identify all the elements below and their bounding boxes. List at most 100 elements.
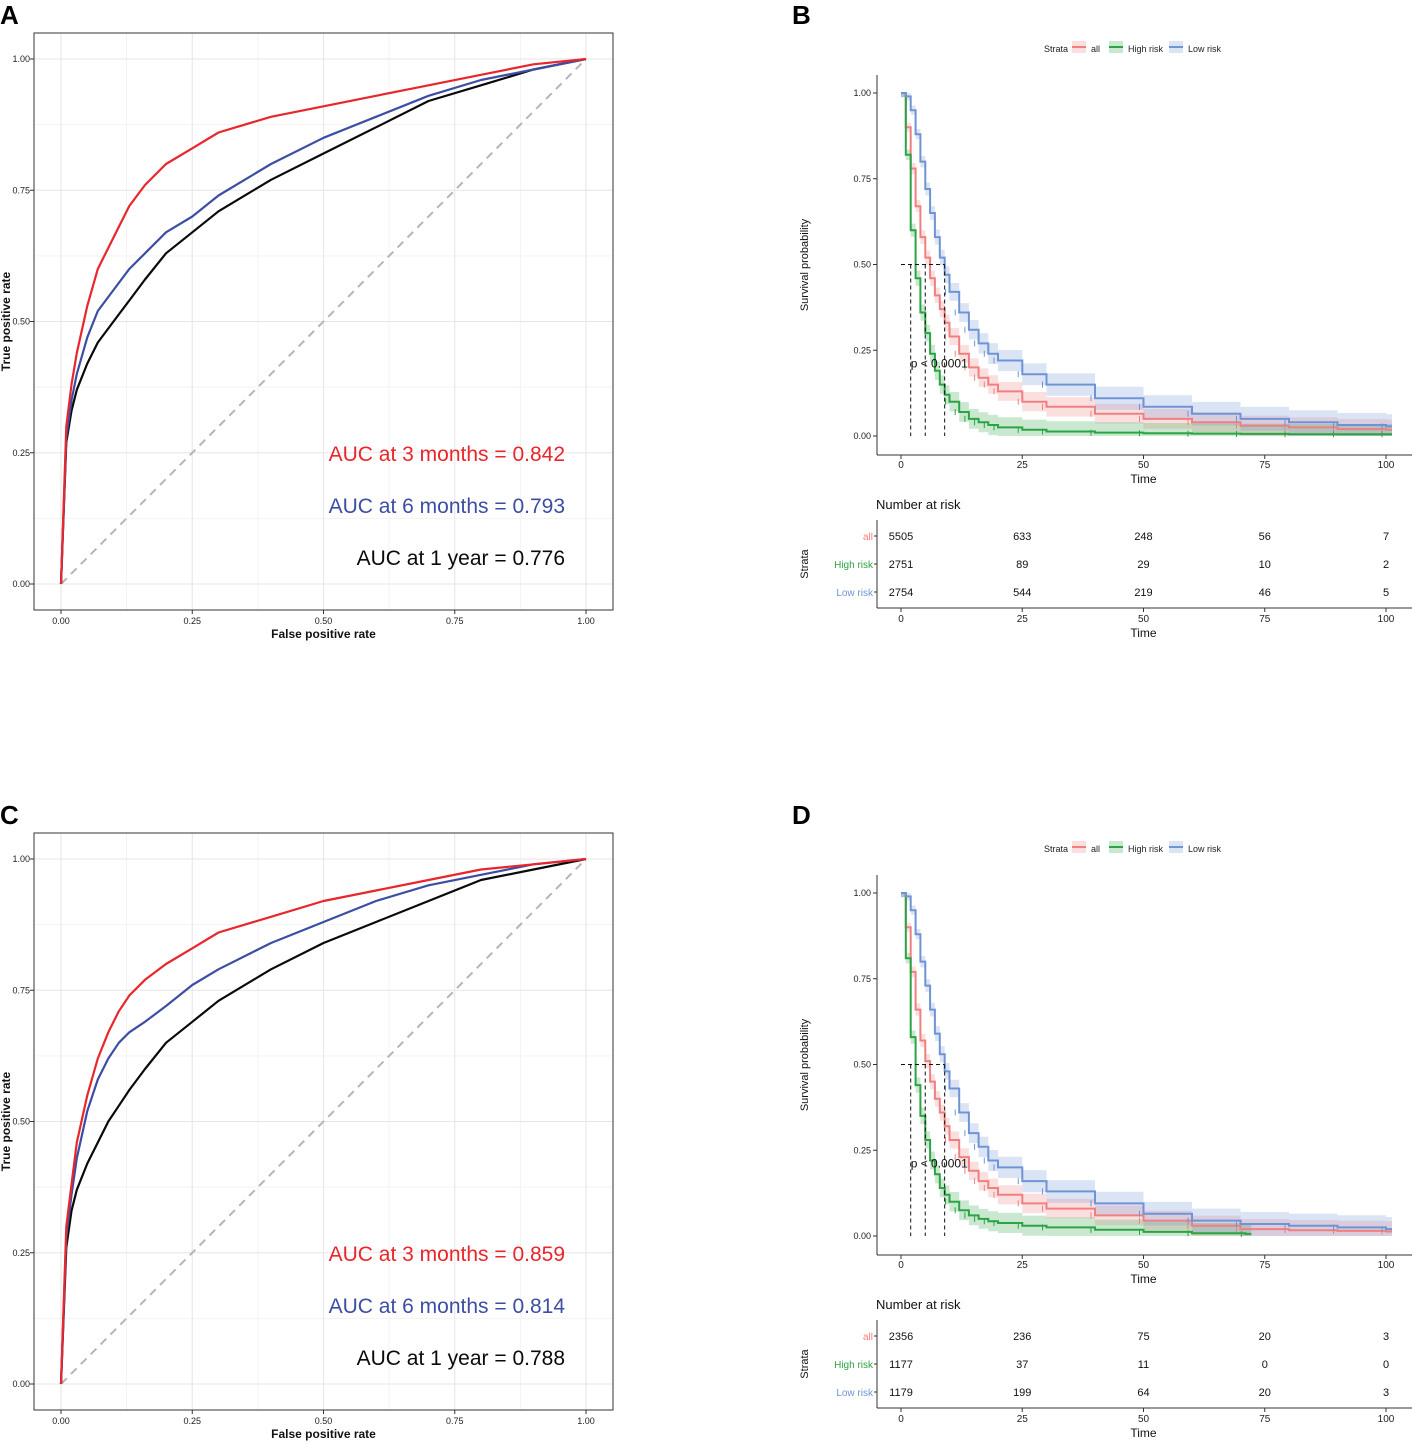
risk-count: 1179 bbox=[889, 1387, 913, 1399]
risk-count: 2754 bbox=[889, 587, 913, 599]
y-tick-label: 0.75 bbox=[853, 174, 871, 184]
risk-count: 7 bbox=[1383, 531, 1389, 543]
y-tick-label: 0.25 bbox=[853, 1145, 871, 1155]
panel-letter-b: B bbox=[792, 0, 811, 30]
y-tick-label: 1.00 bbox=[853, 88, 871, 98]
y-tick-label: 1.00 bbox=[12, 54, 30, 64]
legend-label: High risk bbox=[1128, 44, 1164, 54]
roc-curve-2 bbox=[59, 57, 587, 585]
x-tick-label: 75 bbox=[1259, 460, 1271, 471]
panel-d: D Strata all High risk Low risk 0 25 50 75 100 0.… bbox=[780, 800, 1412, 1442]
x-tick-label: 25 bbox=[1017, 1260, 1029, 1271]
risk-count: 3 bbox=[1383, 1387, 1389, 1399]
x-tick-label: 0.25 bbox=[183, 616, 201, 626]
risk-row-label: High risk bbox=[834, 1360, 874, 1371]
risk-count: 46 bbox=[1259, 587, 1271, 599]
legend-title: Strata bbox=[1044, 844, 1068, 854]
risk-count: 29 bbox=[1137, 559, 1149, 571]
x-axis-label: False positive rate bbox=[271, 1427, 376, 1441]
diagonal-reference-line bbox=[60, 58, 587, 585]
x-tick-label: 50 bbox=[1138, 1260, 1150, 1271]
y-tick-label: 1.00 bbox=[853, 888, 871, 898]
survival-curve-low-risk bbox=[901, 92, 1392, 428]
x-tick-label: 50 bbox=[1138, 460, 1150, 471]
auc-label: AUC at 6 months = 0.793 bbox=[329, 495, 565, 518]
survival-curve-high-risk bbox=[901, 92, 1392, 436]
x-axis-label: Time bbox=[1130, 1272, 1157, 1286]
y-tick-label: 0.75 bbox=[853, 974, 871, 984]
risk-row-label: Low risk bbox=[836, 1388, 874, 1399]
risk-x-tick-label: 50 bbox=[1138, 614, 1150, 625]
x-tick-label: 0.75 bbox=[446, 1416, 464, 1426]
legend-label: all bbox=[1091, 44, 1100, 54]
risk-count: 56 bbox=[1259, 531, 1271, 543]
risk-count: 37 bbox=[1016, 1359, 1028, 1371]
roc-curve-1 bbox=[59, 857, 587, 1385]
risk-count: 89 bbox=[1016, 559, 1028, 571]
y-tick-label: 0.50 bbox=[853, 1060, 871, 1070]
y-tick-label: 1.00 bbox=[12, 854, 30, 864]
risk-count: 248 bbox=[1134, 531, 1152, 543]
y-tick-label: 0.75 bbox=[12, 185, 30, 195]
risk-y-axis-label: Strata bbox=[799, 1348, 811, 1378]
y-tick-label: 0.50 bbox=[12, 1117, 30, 1127]
risk-count: 5 bbox=[1383, 587, 1389, 599]
risk-count: 75 bbox=[1137, 1331, 1149, 1343]
risk-row-label: all bbox=[863, 532, 873, 543]
x-tick-label: 100 bbox=[1378, 460, 1395, 471]
y-tick-label: 0.25 bbox=[853, 345, 871, 355]
risk-count: 64 bbox=[1137, 1387, 1149, 1399]
risk-count: 544 bbox=[1013, 587, 1031, 599]
y-tick-label: 0.00 bbox=[12, 579, 30, 589]
y-tick-label: 0.50 bbox=[12, 317, 30, 327]
survival-curve-high-risk bbox=[901, 892, 1252, 1235]
legend-label: all bbox=[1091, 844, 1100, 854]
risk-x-axis-label: Time bbox=[1130, 626, 1157, 640]
risk-x-tick-label: 100 bbox=[1378, 1414, 1395, 1425]
roc-curve-1 bbox=[59, 57, 587, 585]
risk-x-tick-label: 25 bbox=[1017, 1414, 1029, 1425]
x-tick-label: 25 bbox=[1017, 460, 1029, 471]
risk-count: 2 bbox=[1383, 559, 1389, 571]
risk-y-axis-label: Strata bbox=[799, 548, 811, 578]
x-tick-label: 1.00 bbox=[577, 616, 595, 626]
confidence-band-high-risk bbox=[901, 93, 1392, 436]
risk-count: 10 bbox=[1259, 559, 1271, 571]
y-axis-label: Survival probability bbox=[799, 218, 811, 311]
risk-count: 219 bbox=[1134, 587, 1152, 599]
x-axis-label: Time bbox=[1130, 472, 1157, 486]
risk-row-label: all bbox=[863, 1332, 873, 1343]
risk-x-axis-label: Time bbox=[1130, 1426, 1157, 1440]
x-tick-label: 0.50 bbox=[315, 616, 333, 626]
panel-letter-c: C bbox=[0, 800, 19, 830]
panel-a: A 0.00 0.25 0.50 0.75 1.00 0.00 0.25 0.50 0.75 1.… bbox=[0, 0, 640, 680]
risk-count: 20 bbox=[1259, 1387, 1271, 1399]
risk-count: 0 bbox=[1262, 1359, 1268, 1371]
y-axis-label: True positive rate bbox=[0, 271, 13, 371]
risk-x-tick-label: 0 bbox=[898, 1414, 904, 1425]
y-tick-label: 0.50 bbox=[853, 260, 871, 270]
auc-label: AUC at 3 months = 0.842 bbox=[329, 443, 565, 466]
panel-b: B Strata all High risk Low risk 0 25 50 75 100 0.… bbox=[780, 0, 1412, 680]
y-tick-label: 0.25 bbox=[12, 1248, 30, 1258]
risk-row-label: Low risk bbox=[836, 588, 874, 599]
x-tick-label: 100 bbox=[1378, 1260, 1395, 1271]
roc-curve-0 bbox=[59, 57, 587, 585]
risk-count: 2751 bbox=[889, 559, 913, 571]
roc-curve-2 bbox=[59, 857, 587, 1385]
risk-x-tick-label: 75 bbox=[1259, 1414, 1271, 1425]
confidence-band-all bbox=[901, 893, 1392, 1236]
roc-chart-a: 0.00 0.25 0.50 0.75 1.00 0.00 0.25 0.50 0.75 1.00… bbox=[0, 32, 614, 641]
risk-x-tick-label: 0 bbox=[898, 614, 904, 625]
risk-count: 0 bbox=[1383, 1359, 1389, 1371]
legend-label: Low risk bbox=[1188, 44, 1222, 54]
risk-count: 3 bbox=[1383, 1331, 1389, 1343]
x-tick-label: 75 bbox=[1259, 1260, 1271, 1271]
risk-x-tick-label: 50 bbox=[1138, 1414, 1150, 1425]
x-tick-label: 0 bbox=[898, 1260, 904, 1271]
auc-label: AUC at 1 year = 0.776 bbox=[357, 547, 565, 570]
risk-count: 633 bbox=[1013, 531, 1031, 543]
risk-table-title: Number at risk bbox=[876, 1297, 961, 1312]
p-value: p < 0.0001 bbox=[911, 356, 968, 370]
risk-count: 20 bbox=[1259, 1331, 1271, 1343]
